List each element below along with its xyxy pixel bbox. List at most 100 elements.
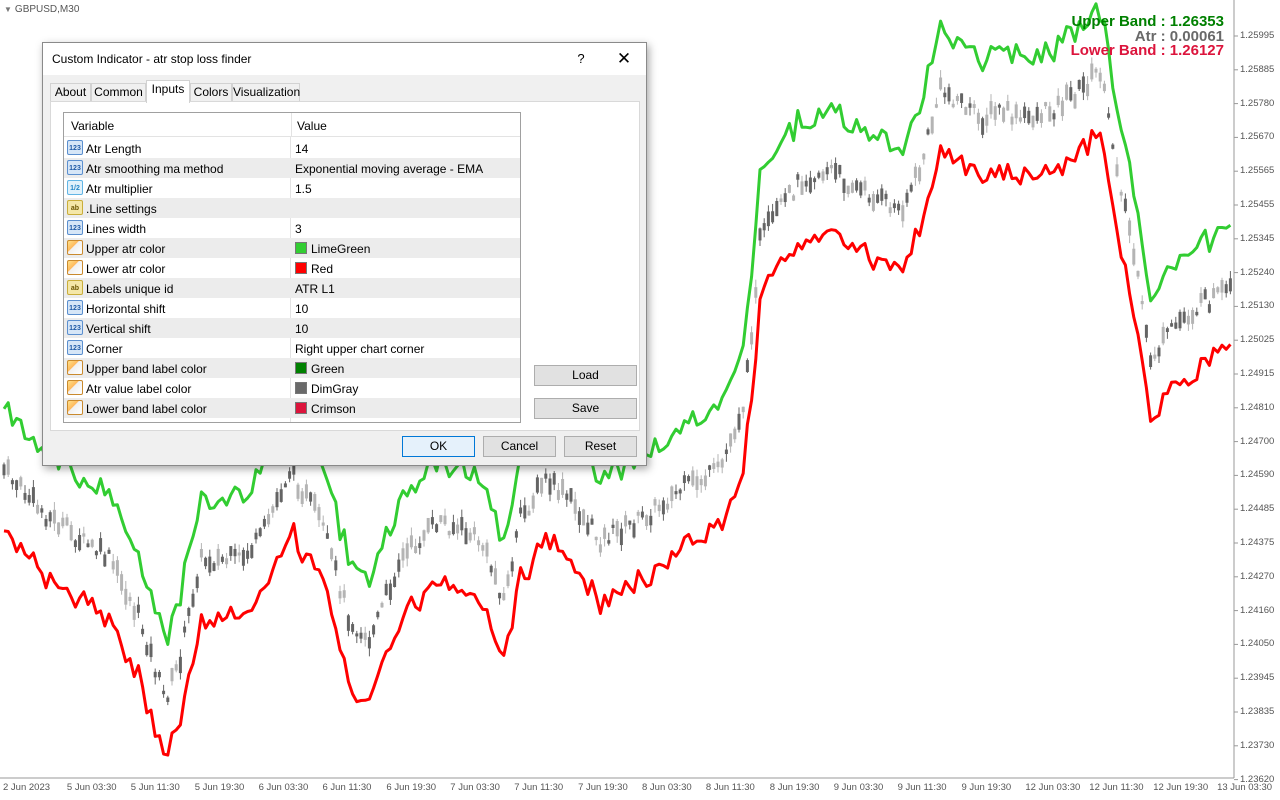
time-tick-label: 6 Jun 19:30 [386, 782, 437, 793]
color-swatch[interactable] [295, 242, 307, 254]
input-value[interactable]: Green [311, 362, 345, 376]
color-type-icon [67, 260, 83, 275]
input-variable-name: Atr Length [86, 142, 142, 156]
inputs-tab-panel: Variable Value 123 Atr Length 14 123 Atr smo… [50, 101, 640, 431]
lower-band-label: Lower Band : 1.26127 [1070, 42, 1224, 59]
ok-button[interactable]: OK [402, 436, 475, 457]
color-swatch[interactable] [295, 362, 307, 374]
time-tick-label: 9 Jun 03:30 [833, 782, 884, 793]
input-row[interactable]: Atr value label color DimGray [64, 378, 520, 398]
help-button[interactable]: ? [577, 51, 585, 66]
input-row[interactable]: ab Labels unique id ATR L1 [64, 278, 520, 298]
time-tick-label: 6 Jun 03:30 [258, 782, 309, 793]
input-row[interactable]: Upper band label color Green [64, 358, 520, 378]
price-tick-label: 1.25885 [1240, 63, 1275, 75]
tab-common[interactable]: Common [91, 83, 146, 102]
price-tick-label: 1.24590 [1240, 469, 1275, 481]
upper-band-label: Upper Band : 1.26353 [1071, 13, 1224, 30]
dialog-tabs: About Common Inputs Colors Visualization [50, 80, 640, 103]
input-row[interactable]: 123 Atr Length 14 [64, 138, 520, 158]
input-value[interactable]: Red [311, 262, 334, 276]
grid-scrollbar[interactable] [520, 113, 521, 423]
input-variable-name: Upper atr color [86, 242, 166, 256]
dialog-title: Custom Indicator - atr stop loss finder [52, 52, 252, 66]
integer-type-icon: 123 [67, 160, 83, 175]
color-type-icon [67, 400, 83, 415]
tab-about[interactable]: About [50, 83, 91, 102]
price-tick-label: 1.25670 [1240, 131, 1275, 143]
tab-colors[interactable]: Colors [190, 83, 232, 102]
input-value[interactable]: Crimson [311, 402, 356, 416]
time-tick-label: 8 Jun 03:30 [642, 782, 692, 793]
save-button[interactable]: Save [534, 398, 637, 419]
string-type-icon: ab [67, 200, 83, 215]
tab-inputs[interactable]: Inputs [146, 80, 190, 103]
input-row[interactable]: Lower atr color Red [64, 258, 520, 278]
input-value[interactable]: ATR L1 [295, 282, 335, 296]
input-variable-name: Atr multiplier [86, 182, 153, 196]
column-header-value[interactable]: Value [297, 119, 327, 133]
input-row[interactable]: 1/2 Atr multiplier 1.5 [64, 178, 520, 198]
input-row[interactable]: Lower band label color Crimson [64, 398, 520, 418]
column-header-variable[interactable]: Variable [71, 119, 115, 133]
time-tick-label: 9 Jun 11:30 [897, 782, 947, 793]
input-row[interactable]: 123 Atr smoothing ma method Exponential mo… [64, 158, 520, 178]
input-row[interactable]: 123 Corner Right upper chart corner [64, 338, 520, 358]
input-row[interactable]: 123 Vertical shift 10 [64, 318, 520, 338]
string-type-icon: ab [67, 280, 83, 295]
input-value[interactable]: 1.5 [295, 182, 312, 196]
color-type-icon [67, 360, 83, 375]
dialog-titlebar[interactable]: Custom Indicator - atr stop loss finder … [43, 43, 646, 75]
input-row[interactable]: 123 Horizontal shift 10 [64, 298, 520, 318]
price-tick-label: 1.23835 [1240, 706, 1275, 717]
custom-indicator-dialog: Custom Indicator - atr stop loss finder … [42, 42, 647, 466]
integer-type-icon: 123 [67, 340, 83, 355]
grid-header: Variable Value [64, 113, 520, 137]
price-tick-label: 1.23945 [1240, 672, 1275, 684]
input-value[interactable]: Exponential moving average - EMA [295, 162, 484, 176]
reset-button[interactable]: Reset [564, 436, 637, 457]
time-tick-label: 7 Jun 19:30 [578, 782, 628, 793]
time-tick-label: 12 Jun 19:30 [1153, 782, 1209, 793]
input-row[interactable]: 123 Lines width 3 [64, 218, 520, 238]
price-tick-label: 1.23730 [1240, 739, 1275, 751]
input-value[interactable]: 14 [295, 142, 309, 156]
load-button[interactable]: Load [534, 365, 637, 386]
price-tick-label: 1.25995 [1240, 30, 1275, 41]
price-tick-label: 1.25565 [1240, 165, 1275, 177]
input-value[interactable]: 10 [295, 302, 309, 316]
cancel-button[interactable]: Cancel [483, 436, 556, 457]
color-swatch[interactable] [295, 262, 307, 274]
input-value[interactable]: 10 [295, 322, 309, 336]
time-tick-label: 8 Jun 19:30 [769, 782, 820, 793]
time-tick-label: 13 Jun 03:30 [1217, 782, 1273, 793]
price-tick-label: 1.24160 [1240, 604, 1275, 616]
double-type-icon: 1/2 [67, 180, 83, 195]
color-swatch[interactable] [295, 402, 307, 414]
input-row[interactable]: ab .Line settings [64, 198, 520, 218]
input-value[interactable]: LimeGreen [311, 242, 371, 256]
input-variable-name: Lower band label color [86, 402, 207, 416]
time-tick-label: 2 Jun 2023 [3, 782, 51, 793]
column-divider[interactable] [291, 113, 292, 137]
chart-menu-arrow-icon[interactable]: ▼ [4, 5, 12, 14]
time-tick-label: 5 Jun 11:30 [130, 782, 180, 793]
input-row[interactable]: Upper atr color LimeGreen [64, 238, 520, 258]
price-tick-label: 1.25345 [1240, 232, 1275, 244]
price-tick-label: 1.24485 [1240, 503, 1275, 515]
input-value[interactable]: DimGray [311, 382, 359, 396]
color-swatch[interactable] [295, 382, 307, 394]
input-variable-name: Lower atr color [86, 262, 166, 276]
price-tick-label: 1.25780 [1240, 97, 1275, 109]
price-tick-label: 1.25025 [1240, 334, 1275, 346]
price-tick-label: 1.23620 [1240, 773, 1275, 785]
input-value[interactable]: Right upper chart corner [295, 342, 425, 356]
input-value[interactable]: 3 [295, 222, 302, 236]
close-icon[interactable]: ✕ [616, 49, 632, 68]
price-tick-label: 1.24270 [1240, 570, 1275, 582]
time-tick-label: 5 Jun 19:30 [194, 782, 245, 793]
integer-type-icon: 123 [67, 300, 83, 315]
time-tick-label: 6 Jun 11:30 [322, 782, 372, 793]
tab-visualization[interactable]: Visualization [232, 83, 300, 102]
time-tick-label: 5 Jun 03:30 [66, 782, 117, 793]
